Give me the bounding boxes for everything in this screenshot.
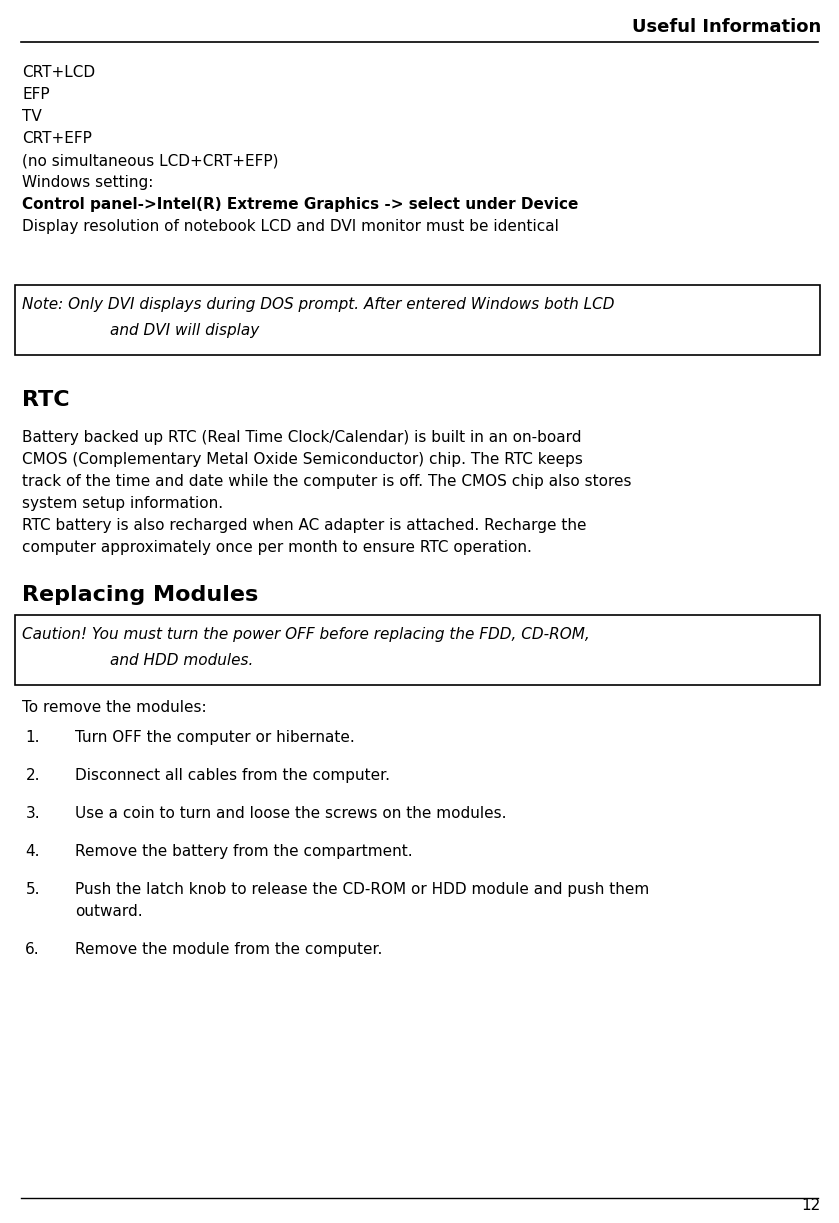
Text: 1.: 1. [25,730,40,745]
Text: Display resolution of notebook LCD and DVI monitor must be identical: Display resolution of notebook LCD and D… [22,219,559,234]
Bar [15,615,820,685]
Text: track of the time and date while the computer is off. The CMOS chip also stores: track of the time and date while the com… [22,475,632,489]
Text: Replacing Modules: Replacing Modules [22,585,258,605]
Text: (no simultaneous LCD+CRT+EFP): (no simultaneous LCD+CRT+EFP) [22,153,279,168]
Text: Control panel->Intel(R) Extreme Graphics -> select under Device: Control panel->Intel(R) Extreme Graphics… [22,197,578,212]
Text: 6.: 6. [25,942,40,958]
Text: Disconnect all cables from the computer.: Disconnect all cables from the computer. [75,768,390,783]
Text: 5.: 5. [25,882,40,896]
Text: Turn OFF the computer or hibernate.: Turn OFF the computer or hibernate. [75,730,355,745]
Text: computer approximately once per month to ensure RTC operation.: computer approximately once per month to… [22,541,532,555]
Text: To remove the modules:: To remove the modules: [22,700,206,715]
Text: EFP: EFP [22,87,50,102]
Text: outward.: outward. [75,904,143,918]
Bar [15,285,820,355]
Text: 12: 12 [802,1199,821,1213]
Text: Battery backed up RTC (Real Time Clock/Calendar) is built in an on-board: Battery backed up RTC (Real Time Clock/C… [22,430,581,445]
Text: Windows setting:: Windows setting: [22,175,154,190]
Text: Remove the module from the computer.: Remove the module from the computer. [75,942,383,958]
Text: Caution! You must turn the power OFF before replacing the FDD, CD-ROM,: Caution! You must turn the power OFF bef… [22,627,590,642]
Text: system setup information.: system setup information. [22,497,223,511]
Text: 2.: 2. [25,768,40,783]
Text: 4.: 4. [25,844,40,859]
Text: Push the latch knob to release the CD-ROM or HDD module and push them: Push the latch knob to release the CD-RO… [75,882,649,896]
Text: TV: TV [22,109,42,124]
Text: CMOS (Complementary Metal Oxide Semiconductor) chip. The RTC keeps: CMOS (Complementary Metal Oxide Semicond… [22,453,583,467]
Text: Useful Information: Useful Information [632,18,821,35]
Text: Note: Only DVI displays during DOS prompt. After entered Windows both LCD: Note: Only DVI displays during DOS promp… [22,297,614,312]
Text: and DVI will display: and DVI will display [110,323,259,338]
Text: Use a coin to turn and loose the screws on the modules.: Use a coin to turn and loose the screws … [75,806,507,821]
Text: RTC: RTC [22,390,70,410]
Text: CRT+LCD: CRT+LCD [22,65,95,79]
Text: and HDD modules.: and HDD modules. [110,653,253,668]
Text: RTC battery is also recharged when AC adapter is attached. Recharge the: RTC battery is also recharged when AC ad… [22,519,586,533]
Text: CRT+EFP: CRT+EFP [22,131,92,146]
Text: 3.: 3. [25,806,40,821]
Text: Remove the battery from the compartment.: Remove the battery from the compartment. [75,844,413,859]
